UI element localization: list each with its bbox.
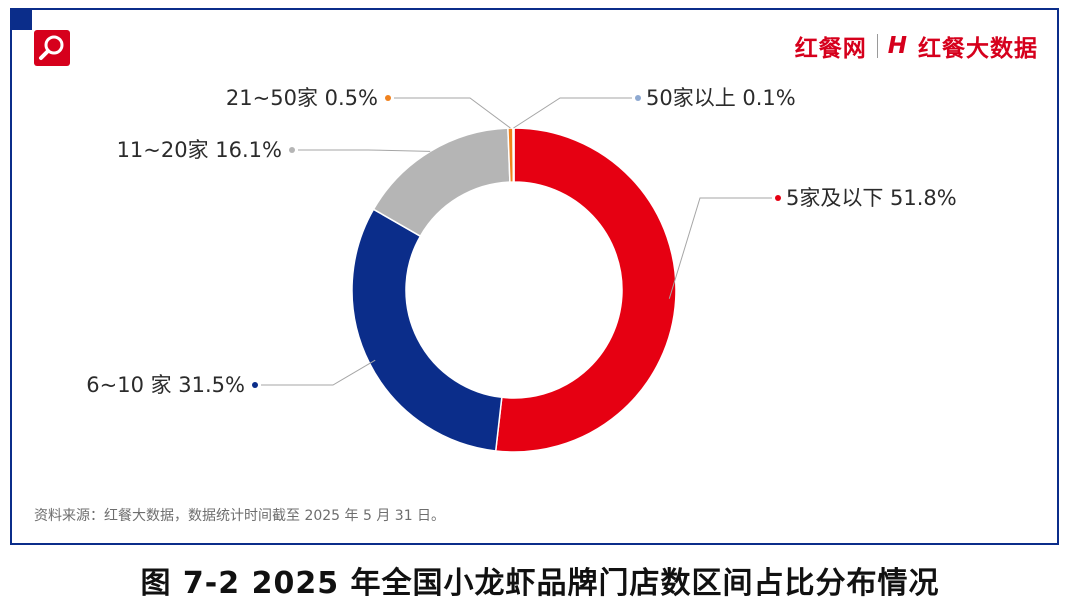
corner-accent (10, 8, 32, 30)
brand-divider (876, 34, 878, 58)
slice-label: 50家以上 0.1% (646, 86, 796, 110)
leader-line (394, 97, 511, 129)
slice-label: 21~50家 0.5% (226, 86, 378, 110)
leader-line (261, 359, 376, 386)
slice-labels: 5家及以下 51.8% 6~10 家 31.5% 11~20家 16.1% 21~50… (86, 86, 957, 397)
label-marker (635, 95, 641, 101)
search-badge-icon (34, 30, 70, 66)
donut-chart: 5家及以下 51.8% 6~10 家 31.5% 11~20家 16.1% 21~50… (86, 86, 957, 453)
figure-caption: 图 7-2 2025 年全国小龙虾品牌门店数区间占比分布情况 (140, 566, 940, 601)
slice-label: 6~10 家 31.5% (86, 373, 245, 397)
brand-secondary: 红餐大数据 (918, 36, 1038, 62)
donut-slices (351, 127, 677, 453)
label-marker (385, 95, 391, 101)
brand-primary: 红餐网 (794, 36, 867, 62)
donut-slice (494, 127, 677, 453)
source-note: 资料来源：红餐大数据，数据统计时间截至 2025 年 5 月 31 日。 (34, 508, 446, 524)
slice-label: 5家及以下 51.8% (786, 186, 957, 210)
brand-logo: 红餐网 H 红餐大数据 (795, 28, 1038, 64)
brand-secondary-mark: H (887, 33, 908, 59)
leader-line (298, 149, 431, 152)
leader-line (668, 197, 772, 299)
label-marker (289, 147, 295, 153)
donut-slice (351, 208, 503, 452)
donut-slice (512, 127, 515, 183)
leader-line (513, 97, 632, 129)
label-marker (252, 382, 258, 388)
donut-slice (372, 127, 511, 238)
slice-label: 11~20家 16.1% (117, 138, 282, 162)
leader-lines (261, 97, 772, 386)
chart-frame (10, 8, 1059, 545)
label-marker (775, 195, 781, 201)
